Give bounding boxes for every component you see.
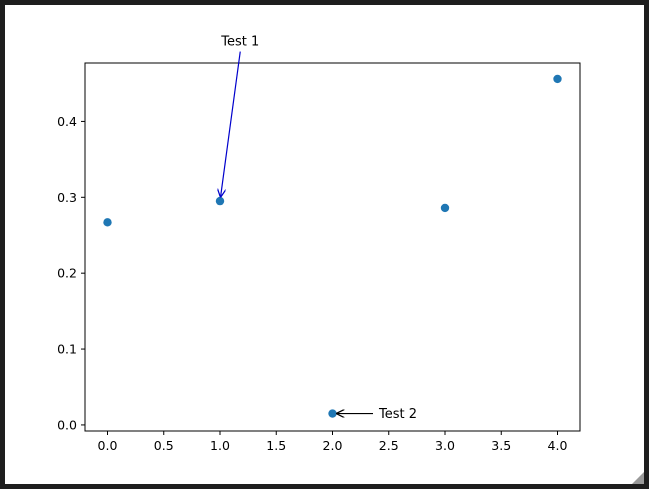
figure-window: 0.0 0.5 1.0 1.5 2.0 2.5 3.0 3.5 4.0 0.0 0.1 0.2 0.3… <box>5 5 644 484</box>
y-tick-label: 0.2 <box>57 266 77 281</box>
x-tick-label: 2.0 <box>323 438 343 453</box>
x-tick-label: 0.0 <box>98 438 118 453</box>
x-axis: 0.0 0.5 1.0 1.5 2.0 2.5 3.0 3.5 4.0 <box>98 431 568 453</box>
x-tick-label: 3.0 <box>435 438 455 453</box>
annotation-arrow <box>221 51 241 197</box>
annotation-label: Test 1 <box>220 35 259 50</box>
x-tick-label: 3.5 <box>491 438 511 453</box>
y-tick-label: 0.1 <box>57 342 77 357</box>
annotations: Test 1 Test 2 <box>220 35 417 422</box>
x-tick-label: 1.5 <box>266 438 286 453</box>
y-tick-label: 0.3 <box>57 190 77 205</box>
data-point <box>328 409 337 418</box>
x-tick-label: 0.5 <box>154 438 174 453</box>
data-point <box>215 196 225 206</box>
plot-area-frame <box>84 62 581 432</box>
data-point <box>553 74 562 84</box>
annotation-label: Test 2 <box>378 407 417 422</box>
data-point <box>103 218 112 227</box>
x-tick-label: 1.0 <box>210 438 230 453</box>
x-tick-label: 4.0 <box>548 438 568 453</box>
y-tick-label: 0.0 <box>57 417 77 432</box>
scatter-chart: 0.0 0.5 1.0 1.5 2.0 2.5 3.0 3.5 4.0 0.0 0.1 0.2 0.3… <box>57 35 581 453</box>
data-point <box>440 203 450 213</box>
x-tick-label: 2.5 <box>379 438 399 453</box>
y-axis: 0.0 0.1 0.2 0.3 0.4 <box>57 114 85 432</box>
y-tick-label: 0.4 <box>57 114 77 129</box>
data-points <box>103 74 562 418</box>
resize-grip-icon[interactable] <box>632 472 644 484</box>
